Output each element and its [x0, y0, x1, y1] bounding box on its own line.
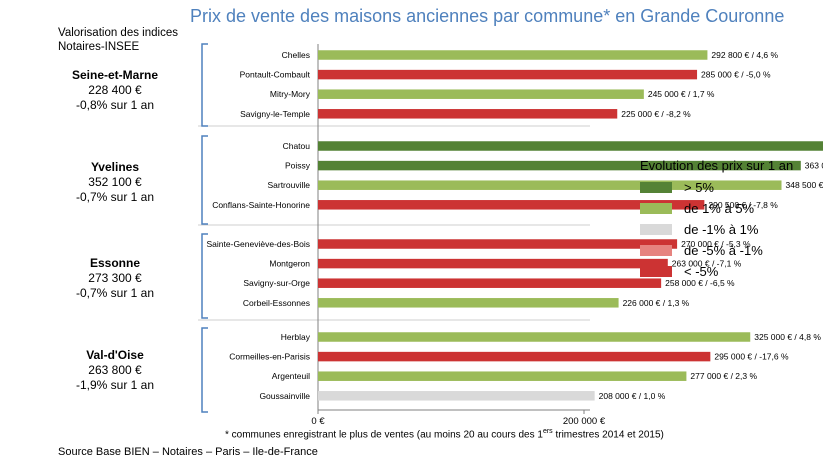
- category-label: Chelles: [282, 50, 310, 60]
- footnote-sup: ers: [542, 428, 553, 435]
- footnote-text: * communes enregistrant le plus de vente…: [225, 429, 543, 441]
- legend-label: de 1% à 5%: [684, 201, 755, 216]
- bar: [318, 141, 823, 151]
- data-label: 325 000 € / 4,8 %: [754, 332, 821, 342]
- category-label: Savigny-le-Temple: [240, 109, 310, 119]
- bar: [318, 371, 687, 381]
- category-label: Pontault-Combault: [240, 70, 311, 80]
- dept-summary-essonne: Essonne 273 300 € -0,7% sur 1 an: [50, 256, 180, 301]
- legend-item: < -5%: [640, 261, 793, 282]
- dept-price: 228 400 €: [88, 83, 142, 97]
- legend-label: < -5%: [684, 264, 719, 279]
- subtitle-line-1: Valorisation des indices: [58, 27, 178, 39]
- bar: [318, 239, 678, 249]
- category-label: Herblay: [281, 332, 311, 342]
- data-label: 208 000 € / 1,0 %: [599, 391, 666, 401]
- category-label: Corbeil-Essonnes: [243, 298, 310, 308]
- category-label: Argenteuil: [272, 371, 310, 381]
- group-bracket: [201, 327, 208, 413]
- dept-change: -1,9% sur 1 an: [75, 378, 155, 392]
- bar: [318, 298, 619, 308]
- dept-summary-seine-et-marne: Seine-et-Marne 228 400 € -0,8% sur 1 an: [50, 68, 180, 113]
- bar: [318, 332, 751, 342]
- legend-item: > 5%: [640, 177, 793, 198]
- subtitle: Valorisation des indices Notaires-INSEE: [58, 26, 178, 54]
- dept-change: -0,7% sur 1 an: [75, 286, 155, 300]
- legend-item: de -5% à -1%: [640, 240, 793, 261]
- data-label: 263 000 € / -7,1 %: [672, 259, 742, 269]
- group-bracket: [201, 135, 208, 225]
- data-label: 363 000 € / n.s.: [805, 161, 823, 171]
- category-label: Mitry-Mory: [270, 89, 311, 99]
- dept-summary-val-d-oise: Val-d'Oise 263 800 € -1,9% sur 1 an: [50, 348, 180, 393]
- bar: [318, 109, 618, 119]
- data-label: 245 000 € / 1,7 %: [648, 89, 715, 99]
- data-label: 270 000 € / -5,3 %: [681, 239, 751, 249]
- dept-change: -0,8% sur 1 an: [75, 98, 155, 112]
- bar: [318, 258, 668, 269]
- bar: [318, 50, 708, 60]
- group-bracket: [201, 233, 208, 319]
- legend: Evolution des prix sur 1 an > 5% de 1% à…: [640, 158, 793, 282]
- dept-change: -0,7% sur 1 an: [75, 190, 155, 204]
- legend-item: de -1% à 1%: [640, 219, 793, 240]
- legend-title: Evolution des prix sur 1 an: [640, 158, 794, 173]
- legend-label: de -5% à -1%: [684, 243, 763, 258]
- data-label: 348 500 € / 4,0 %: [786, 180, 823, 190]
- footnote: * communes enregistrant le plus de vente…: [225, 428, 664, 440]
- bar: [318, 160, 801, 171]
- legend-swatch: [640, 182, 672, 193]
- group-bracket: [201, 43, 208, 127]
- data-label: 295 000 € / -17,6 %: [714, 352, 789, 362]
- legend-label: de -1% à 1%: [684, 222, 759, 237]
- dept-name: Essonne: [89, 256, 140, 270]
- dept-price: 352 100 €: [88, 175, 142, 189]
- source-note: Source Base BIEN – Notaires – Paris – Il…: [58, 446, 318, 458]
- data-label: 285 000 € / -5,0 %: [701, 70, 771, 80]
- x-tick-label: 200 000 €: [563, 416, 606, 427]
- data-label: 226 000 € / 1,3 %: [623, 298, 690, 308]
- bar: [318, 69, 698, 80]
- category-label: Chatou: [283, 141, 311, 151]
- x-tick-label: 0 €: [311, 416, 325, 427]
- dept-name: Seine-et-Marne: [71, 68, 159, 82]
- bar: [318, 391, 595, 401]
- data-label: 292 800 € / 4,6 %: [711, 50, 778, 60]
- bar: [318, 351, 711, 362]
- bar: [318, 180, 782, 190]
- footnote-text-end: trimestres 2014 et 2015): [552, 429, 664, 441]
- legend-swatch: [640, 203, 672, 214]
- dept-price: 273 300 €: [88, 271, 142, 285]
- dept-name: Val-d'Oise: [86, 348, 144, 362]
- legend-swatch: [640, 224, 672, 235]
- category-label: Cormeilles-en-Parisis: [229, 352, 310, 362]
- legend-label: > 5%: [684, 180, 714, 195]
- legend-swatch: [640, 266, 672, 277]
- subtitle-line-2: Notaires-INSEE: [58, 41, 140, 53]
- bar: [318, 278, 662, 288]
- category-label: Conflans-Sainte-Honorine: [212, 200, 310, 210]
- category-label: Goussainville: [259, 391, 310, 401]
- dept-price: 263 800 €: [88, 363, 142, 377]
- data-label: 225 000 € / -8,2 %: [621, 109, 691, 119]
- category-label: Sainte-Geneviève-des-Bois: [207, 239, 310, 249]
- legend-swatch: [640, 245, 672, 256]
- category-label: Montgeron: [269, 259, 310, 269]
- data-label: 258 000 € / -6,5 %: [665, 278, 735, 288]
- dept-name: Yvelines: [90, 160, 140, 174]
- data-label: 290 500 € / -7,8 %: [708, 200, 778, 210]
- chart-title: Prix de vente des maisons anciennes par …: [190, 6, 785, 26]
- category-label: Poissy: [285, 161, 311, 171]
- data-label: 277 000 € / 2,3 %: [690, 371, 757, 381]
- legend-item: de 1% à 5%: [640, 198, 793, 219]
- category-label: Sartrouville: [267, 180, 310, 190]
- bar: [318, 200, 705, 210]
- category-label: Savigny-sur-Orge: [243, 278, 310, 288]
- dept-summary-yvelines: Yvelines 352 100 € -0,7% sur 1 an: [50, 160, 180, 205]
- bar: [318, 89, 644, 99]
